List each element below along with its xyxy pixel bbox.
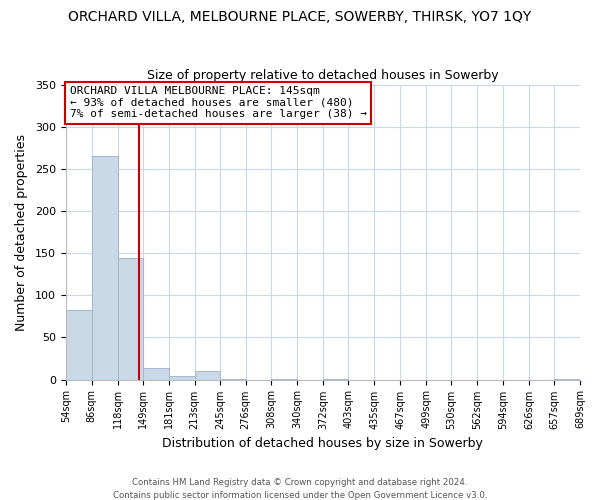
Bar — [143, 368, 169, 380]
Bar — [118, 258, 143, 380]
Text: ORCHARD VILLA MELBOURNE PLACE: 145sqm
← 93% of detached houses are smaller (480): ORCHARD VILLA MELBOURNE PLACE: 145sqm ← … — [70, 86, 367, 120]
Bar — [92, 156, 118, 380]
Title: Size of property relative to detached houses in Sowerby: Size of property relative to detached ho… — [147, 69, 499, 82]
Bar — [554, 378, 580, 380]
X-axis label: Distribution of detached houses by size in Sowerby: Distribution of detached houses by size … — [163, 437, 484, 450]
Y-axis label: Number of detached properties: Number of detached properties — [15, 134, 28, 330]
Text: ORCHARD VILLA, MELBOURNE PLACE, SOWERBY, THIRSK, YO7 1QY: ORCHARD VILLA, MELBOURNE PLACE, SOWERBY,… — [68, 10, 532, 24]
Bar — [271, 378, 298, 380]
Text: Contains HM Land Registry data © Crown copyright and database right 2024.
Contai: Contains HM Land Registry data © Crown c… — [113, 478, 487, 500]
Bar — [220, 378, 245, 380]
Bar — [194, 371, 220, 380]
Bar — [66, 310, 92, 380]
Bar — [323, 378, 349, 380]
Bar — [169, 376, 194, 380]
